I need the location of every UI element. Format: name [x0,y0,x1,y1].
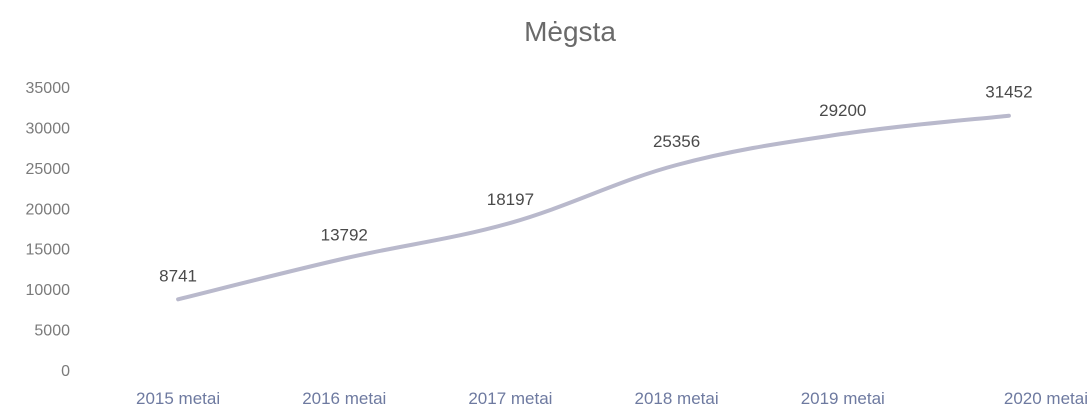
y-axis-ticks: 0 5000 10000 15000 20000 25000 30000 35000 [26,80,71,380]
data-labels: 8741 13792 18197 25356 29200 31452 [159,83,1032,286]
chart-title: Mėgsta [524,16,616,47]
data-label: 25356 [653,132,700,151]
y-tick-label: 35000 [26,80,71,97]
data-label: 8741 [159,266,197,285]
series-line [176,113,1011,302]
y-tick-label: 20000 [26,201,71,218]
data-label: 29200 [819,101,866,120]
x-tick-label: 2015 metai [136,389,220,408]
y-tick-label: 15000 [26,242,71,259]
y-tick-label: 30000 [26,120,71,137]
x-axis-ticks: 2015 metai 2016 metai 2017 metai 2018 metai… [136,389,1088,408]
y-tick-label: 25000 [26,161,71,178]
x-tick-label: 2019 metai [801,389,885,408]
y-tick-label: 0 [61,363,70,380]
data-label: 31452 [985,83,1032,102]
x-tick-label: 2018 metai [635,389,719,408]
series-layer [176,113,1011,302]
y-tick-label: 5000 [34,323,70,340]
x-tick-label: 2020 metai [1004,389,1088,408]
x-tick-label: 2017 metai [468,389,552,408]
x-tick-label: 2016 metai [302,389,386,408]
y-tick-label: 10000 [26,282,71,299]
data-label: 18197 [487,190,534,209]
data-label: 13792 [321,225,368,244]
